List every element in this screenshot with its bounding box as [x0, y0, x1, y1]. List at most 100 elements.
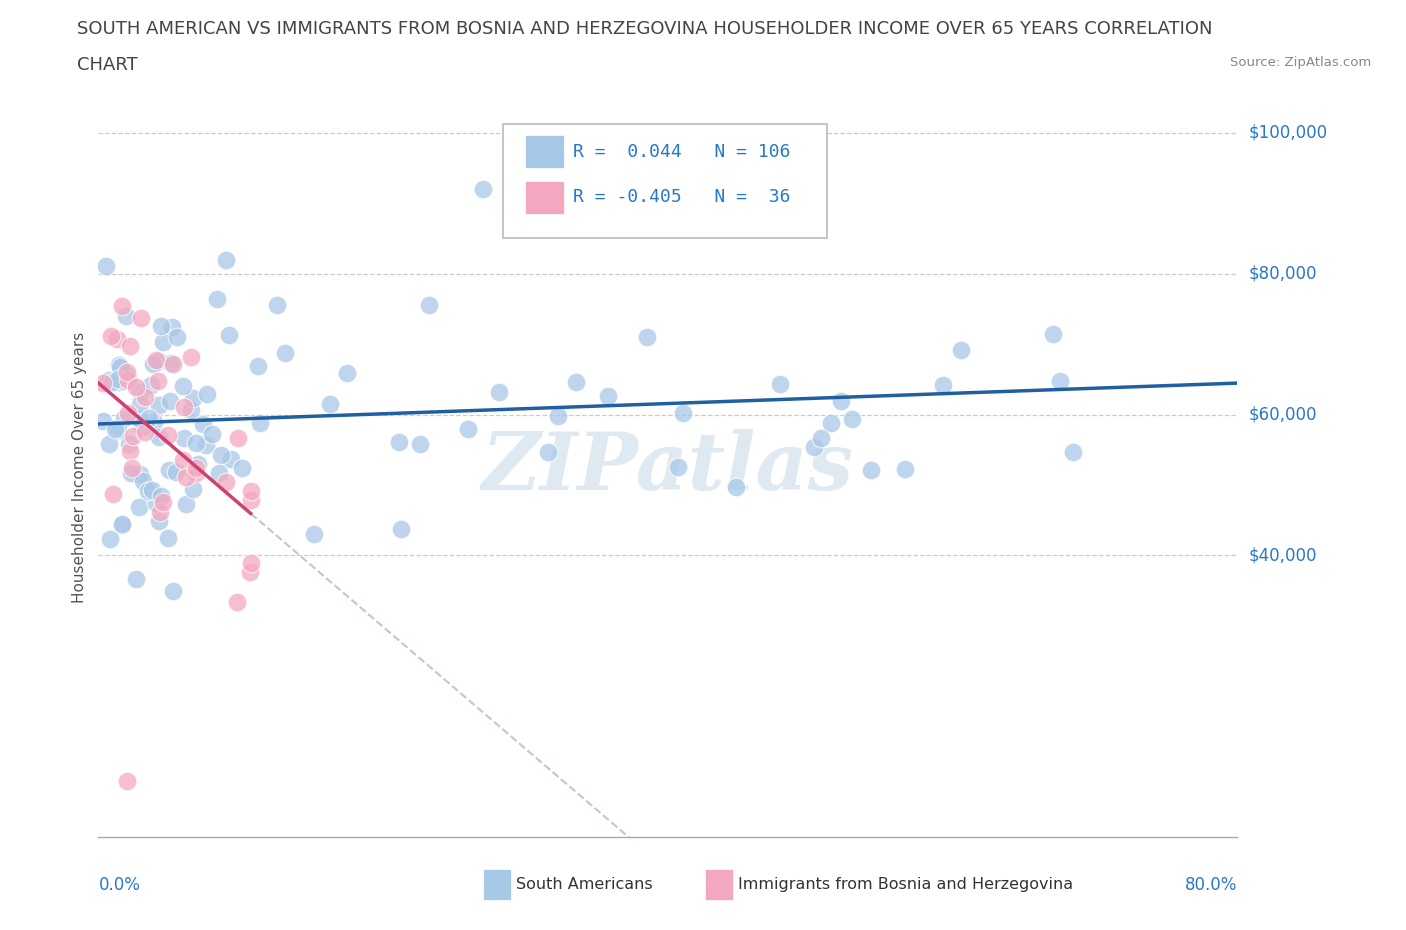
Point: [859, 462, 882, 477]
Point: [1042, 326, 1064, 341]
Point: [1049, 374, 1071, 389]
Point: [107, 375, 129, 390]
Point: [152, 334, 174, 349]
Point: [111, 517, 134, 532]
Point: [129, 311, 152, 325]
Point: [1062, 445, 1084, 459]
Point: [239, 565, 262, 579]
Text: R =  0.044   N = 106: R = 0.044 N = 106: [574, 142, 790, 161]
Point: [180, 403, 202, 418]
Point: [91, 414, 114, 429]
Point: [195, 387, 218, 402]
Text: $80,000: $80,000: [1249, 265, 1317, 283]
Point: [209, 447, 232, 462]
Point: [97, 372, 120, 387]
Point: [221, 451, 243, 466]
FancyBboxPatch shape: [526, 181, 564, 214]
Point: [636, 329, 658, 344]
Point: [537, 445, 560, 459]
Point: [724, 480, 747, 495]
Point: [319, 396, 342, 411]
Point: [215, 474, 238, 489]
Point: [129, 384, 152, 399]
Text: CHART: CHART: [77, 56, 138, 73]
Point: [841, 411, 863, 426]
Point: [274, 346, 297, 361]
Point: [157, 428, 180, 443]
Point: [134, 389, 156, 404]
Point: [336, 365, 359, 380]
Point: [139, 378, 162, 392]
Point: [803, 439, 825, 454]
Point: [820, 416, 842, 431]
Text: 80.0%: 80.0%: [1185, 876, 1237, 894]
Point: [136, 484, 159, 498]
Point: [125, 571, 148, 586]
Text: South Americans: South Americans: [516, 877, 652, 892]
Point: [186, 461, 208, 476]
Point: [120, 466, 142, 481]
Point: [239, 484, 262, 498]
FancyBboxPatch shape: [484, 869, 510, 900]
Point: [157, 530, 180, 545]
Text: SOUTH AMERICAN VS IMMIGRANTS FROM BOSNIA AND HERZEGOVINA HOUSEHOLDER INCOME OVER: SOUTH AMERICAN VS IMMIGRANTS FROM BOSNIA…: [77, 20, 1213, 38]
Point: [91, 375, 114, 390]
Point: [471, 181, 494, 196]
Point: [770, 175, 793, 190]
Y-axis label: Householder Income Over 65 years: Householder Income Over 65 years: [72, 332, 87, 603]
Point: [172, 379, 194, 393]
FancyBboxPatch shape: [526, 136, 564, 168]
Point: [138, 410, 160, 425]
Point: [215, 252, 238, 267]
Point: [769, 377, 792, 392]
Point: [666, 459, 689, 474]
Point: [457, 421, 479, 436]
Point: [173, 431, 195, 445]
Point: [118, 444, 141, 458]
Point: [134, 424, 156, 439]
Point: [150, 489, 173, 504]
Point: [148, 430, 170, 445]
Point: [150, 318, 173, 333]
Point: [418, 297, 440, 312]
Point: [145, 496, 167, 511]
Point: [547, 409, 569, 424]
Point: [148, 513, 170, 528]
Point: [239, 556, 262, 571]
Text: $40,000: $40,000: [1249, 546, 1317, 565]
Point: [118, 339, 141, 353]
Point: [184, 466, 207, 481]
Point: [104, 421, 127, 436]
Point: [107, 372, 129, 387]
Point: [131, 419, 153, 434]
Point: [894, 461, 917, 476]
Point: [162, 583, 184, 598]
Point: [174, 470, 197, 485]
Point: [180, 350, 202, 365]
Point: [115, 365, 138, 379]
Point: [111, 299, 134, 313]
Point: [159, 394, 181, 409]
Point: [146, 374, 169, 389]
Point: [129, 411, 152, 426]
Point: [950, 342, 973, 357]
Point: [125, 379, 148, 394]
Point: [193, 417, 215, 432]
Point: [114, 367, 136, 382]
Point: [181, 391, 204, 405]
Point: [107, 422, 129, 437]
Point: [231, 460, 253, 475]
Point: [108, 359, 131, 374]
Point: [165, 465, 187, 480]
Point: [810, 431, 832, 445]
Point: [101, 487, 124, 502]
Point: [166, 329, 188, 344]
Point: [117, 405, 139, 420]
Point: [100, 328, 122, 343]
Point: [100, 375, 122, 390]
FancyBboxPatch shape: [503, 124, 827, 238]
Text: R = -0.405   N =  36: R = -0.405 N = 36: [574, 189, 790, 206]
Point: [218, 327, 240, 342]
Text: 0.0%: 0.0%: [98, 876, 141, 894]
Point: [239, 493, 262, 508]
